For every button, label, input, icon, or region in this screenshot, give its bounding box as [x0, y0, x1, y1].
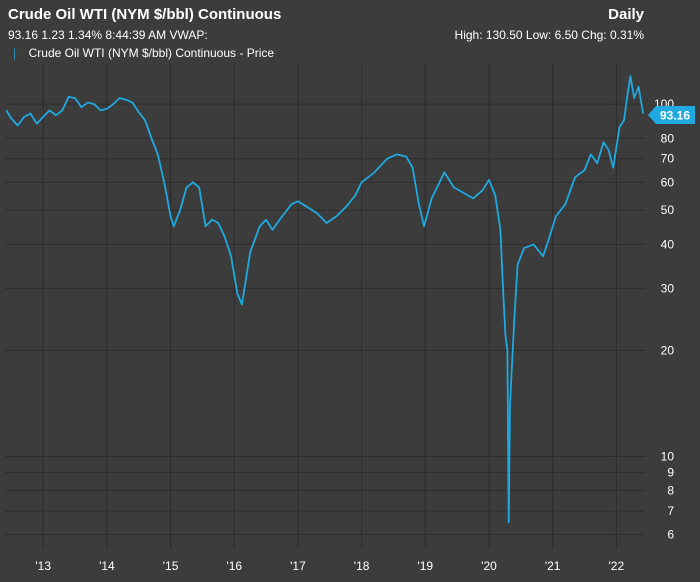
y-tick-label: 80 — [661, 131, 675, 145]
x-tick-label: '16 — [226, 559, 242, 573]
last-price-label: 93.16 — [660, 108, 690, 122]
y-tick-label: 30 — [661, 281, 675, 295]
x-tick-label: '15 — [163, 559, 179, 573]
legend: ⸠ Crude Oil WTI (NYM $/bbl) Continuous -… — [8, 44, 274, 61]
x-tick-label: '20 — [481, 559, 497, 573]
y-tick-label: 50 — [661, 203, 675, 217]
legend-swatch: ⸠ — [12, 46, 19, 60]
y-tick-label: 10 — [661, 450, 675, 464]
quote-line: 93.16 1.23 1.34% 8:44:39 AM VWAP: — [8, 28, 208, 42]
y-tick-label: 60 — [661, 175, 675, 189]
x-tick-label: '19 — [417, 559, 433, 573]
y-tick-label: 70 — [661, 152, 675, 166]
y-tick-label: 6 — [667, 528, 674, 542]
x-tick-label: '17 — [290, 559, 306, 573]
chart-title: Crude Oil WTI (NYM $/bbl) Continuous — [8, 6, 282, 23]
y-tick-label: 7 — [667, 504, 674, 518]
y-tick-label: 9 — [667, 466, 674, 480]
x-tick-label: '18 — [354, 559, 370, 573]
x-tick-label: '13 — [35, 559, 51, 573]
y-tick-label: 40 — [661, 237, 675, 251]
y-tick-label: 8 — [667, 484, 674, 498]
y-tick-label: 20 — [661, 343, 675, 357]
frequency-label: Daily — [608, 6, 644, 23]
x-tick-label: '21 — [545, 559, 561, 573]
stats-line: High: 130.50 Low: 6.50 Chg: 0.31% — [454, 28, 644, 42]
x-tick-label: '14 — [99, 559, 115, 573]
x-tick-label: '22 — [609, 559, 625, 573]
series-line-price — [5, 75, 644, 524]
last-price-badge — [648, 105, 695, 124]
legend-label: Crude Oil WTI (NYM $/bbl) Continuous - P… — [28, 45, 275, 60]
